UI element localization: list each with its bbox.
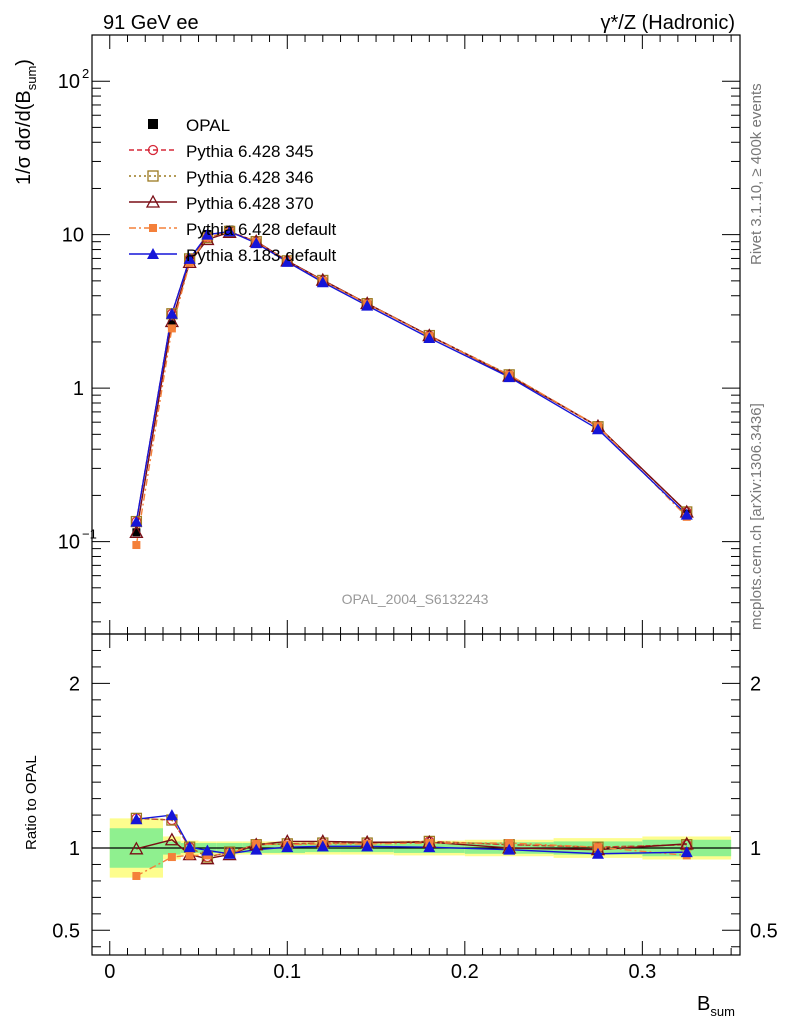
point-pythia-8-183-default (250, 237, 263, 249)
point-pythia-6-428-default (167, 324, 176, 333)
y-tick-exponent: −1 (82, 527, 97, 542)
ratio-point-pythia-6-428-default (593, 843, 602, 852)
point-pythia-8-183-default (183, 252, 196, 264)
series-line-pythia-6-428-default (135, 231, 688, 546)
point-pythia-8-183-default (281, 255, 294, 267)
legend-label-opal: OPAL (186, 116, 230, 135)
point-pythia-8-183-default (223, 225, 236, 237)
point-pythia-6-428-370 (129, 524, 144, 538)
ratio-point-pythia-8-183-default (591, 847, 604, 859)
x-tick-label: 0.3 (628, 961, 656, 983)
header-left: 91 GeV ee (103, 12, 199, 34)
ratio-point-pythia-8-183-default (281, 841, 294, 853)
ratio-point-pythia-8-183-default (165, 809, 178, 821)
y-axis-label-main: 1/σ dσ/d(Bsum) (13, 59, 39, 185)
legend-label-pythia-6-428-370: Pythia 6.428 370 (186, 194, 314, 213)
ratio-point-pythia-8-183-default (130, 813, 143, 825)
ratio-tick-label-right: 2 (750, 673, 761, 695)
legend-marker-pythia-8-183-default (147, 248, 159, 259)
legend-marker-pythia-6-428-default (149, 224, 157, 232)
ratio-point-pythia-8-183-default (223, 847, 236, 859)
ratio-point-pythia-8-183-default (361, 840, 374, 852)
ratio-point-pythia-6-428-default (505, 839, 514, 848)
point-pythia-8-183-default (423, 332, 436, 344)
series-lines (135, 230, 688, 877)
ratio-point-pythia-8-183-default (250, 843, 263, 855)
legend-label-pythia-8-183-default: Pythia 8.183 default (186, 246, 337, 265)
y-tick-label: 1 (73, 378, 84, 400)
ratio-tick-label-left: 0.5 (52, 920, 80, 942)
ratio-point-pythia-8-183-default (183, 841, 196, 853)
ratio-tick-label-left: 1 (69, 838, 80, 860)
x-tick-label: 0.2 (451, 961, 479, 983)
legend-marker-pythia-6-428-370 (145, 194, 161, 208)
point-pythia-8-183-default (680, 508, 693, 520)
series-line-pythia-8-183-default (135, 230, 688, 522)
legend-label-pythia-6-428-346: Pythia 6.428 346 (186, 168, 314, 187)
series-line-pythia-6-428-345 (135, 230, 688, 522)
series-line-pythia-6-428-346 (135, 230, 688, 522)
header-right: γ*/Z (Hadronic) (601, 12, 735, 34)
ratio-point-pythia-6-428-default (167, 853, 176, 862)
legend: OPAL Pythia 6.428 345 Pythia 6.428 346 Pyth… (129, 116, 337, 265)
ratio-point-pythia-6-428-default (185, 851, 194, 860)
ratio-tick-label-left: 2 (69, 673, 80, 695)
y-tick-label: 10 (58, 71, 80, 93)
x-tick-label: 0.1 (273, 961, 301, 983)
point-pythia-6-428-default (132, 541, 141, 550)
legend-label-pythia-6-428-default: Pythia 6.428 default (186, 220, 337, 239)
analysis-watermark: OPAL_2004_S6132243 (342, 591, 489, 607)
ratio-tick-label-right: 0.5 (750, 920, 778, 942)
ratio-point-pythia-6-428-370 (129, 841, 144, 855)
point-pythia-8-183-default (503, 371, 516, 383)
y-tick-label: 10 (58, 532, 80, 554)
legend-marker-pythia-6-428-345 (147, 144, 159, 156)
series-line-pythia-6-428-370 (135, 231, 688, 533)
ratio-point-pythia-6-428-default (132, 871, 141, 880)
y-axis-label-ratio: Ratio to OPAL (23, 755, 40, 850)
point-pythia-8-183-default (165, 307, 178, 319)
ratio-tick-label-right: 1 (750, 838, 761, 860)
opal-data-point (132, 528, 141, 537)
y-tick-label: 10 (62, 225, 84, 247)
ratio-point-pythia-8-183-default (423, 841, 436, 853)
point-pythia-8-183-default (201, 228, 214, 240)
point-pythia-8-183-default (591, 423, 604, 435)
x-axis-label: Bsum (697, 993, 735, 1019)
x-tick-label: 0 (104, 961, 115, 983)
point-pythia-8-183-default (130, 515, 143, 527)
y-tick-exponent: 2 (82, 66, 89, 81)
ratio-point-pythia-8-183-default (503, 843, 516, 855)
legend-marker-pythia-6-428-346 (147, 170, 159, 182)
side-label-rivet: Rivet 3.1.10, ≥ 400k events (748, 83, 765, 265)
ratio-point-pythia-8-183-default (316, 840, 329, 852)
series-markers (129, 225, 694, 880)
ratio-point-pythia-8-183-default (201, 844, 214, 856)
point-pythia-8-183-default (316, 276, 329, 288)
legend-marker-opal (148, 119, 158, 129)
ratio-point-pythia-8-183-default (680, 846, 693, 858)
ratio-plot-frame (91, 633, 741, 956)
point-pythia-8-183-default (361, 299, 374, 311)
legend-label-pythia-6-428-345: Pythia 6.428 345 (186, 142, 314, 161)
side-label-mcplots: mcplots.cern.ch [arXiv:1306.3436] (748, 403, 765, 630)
ratio-point-pythia-6-428-370 (164, 832, 179, 846)
